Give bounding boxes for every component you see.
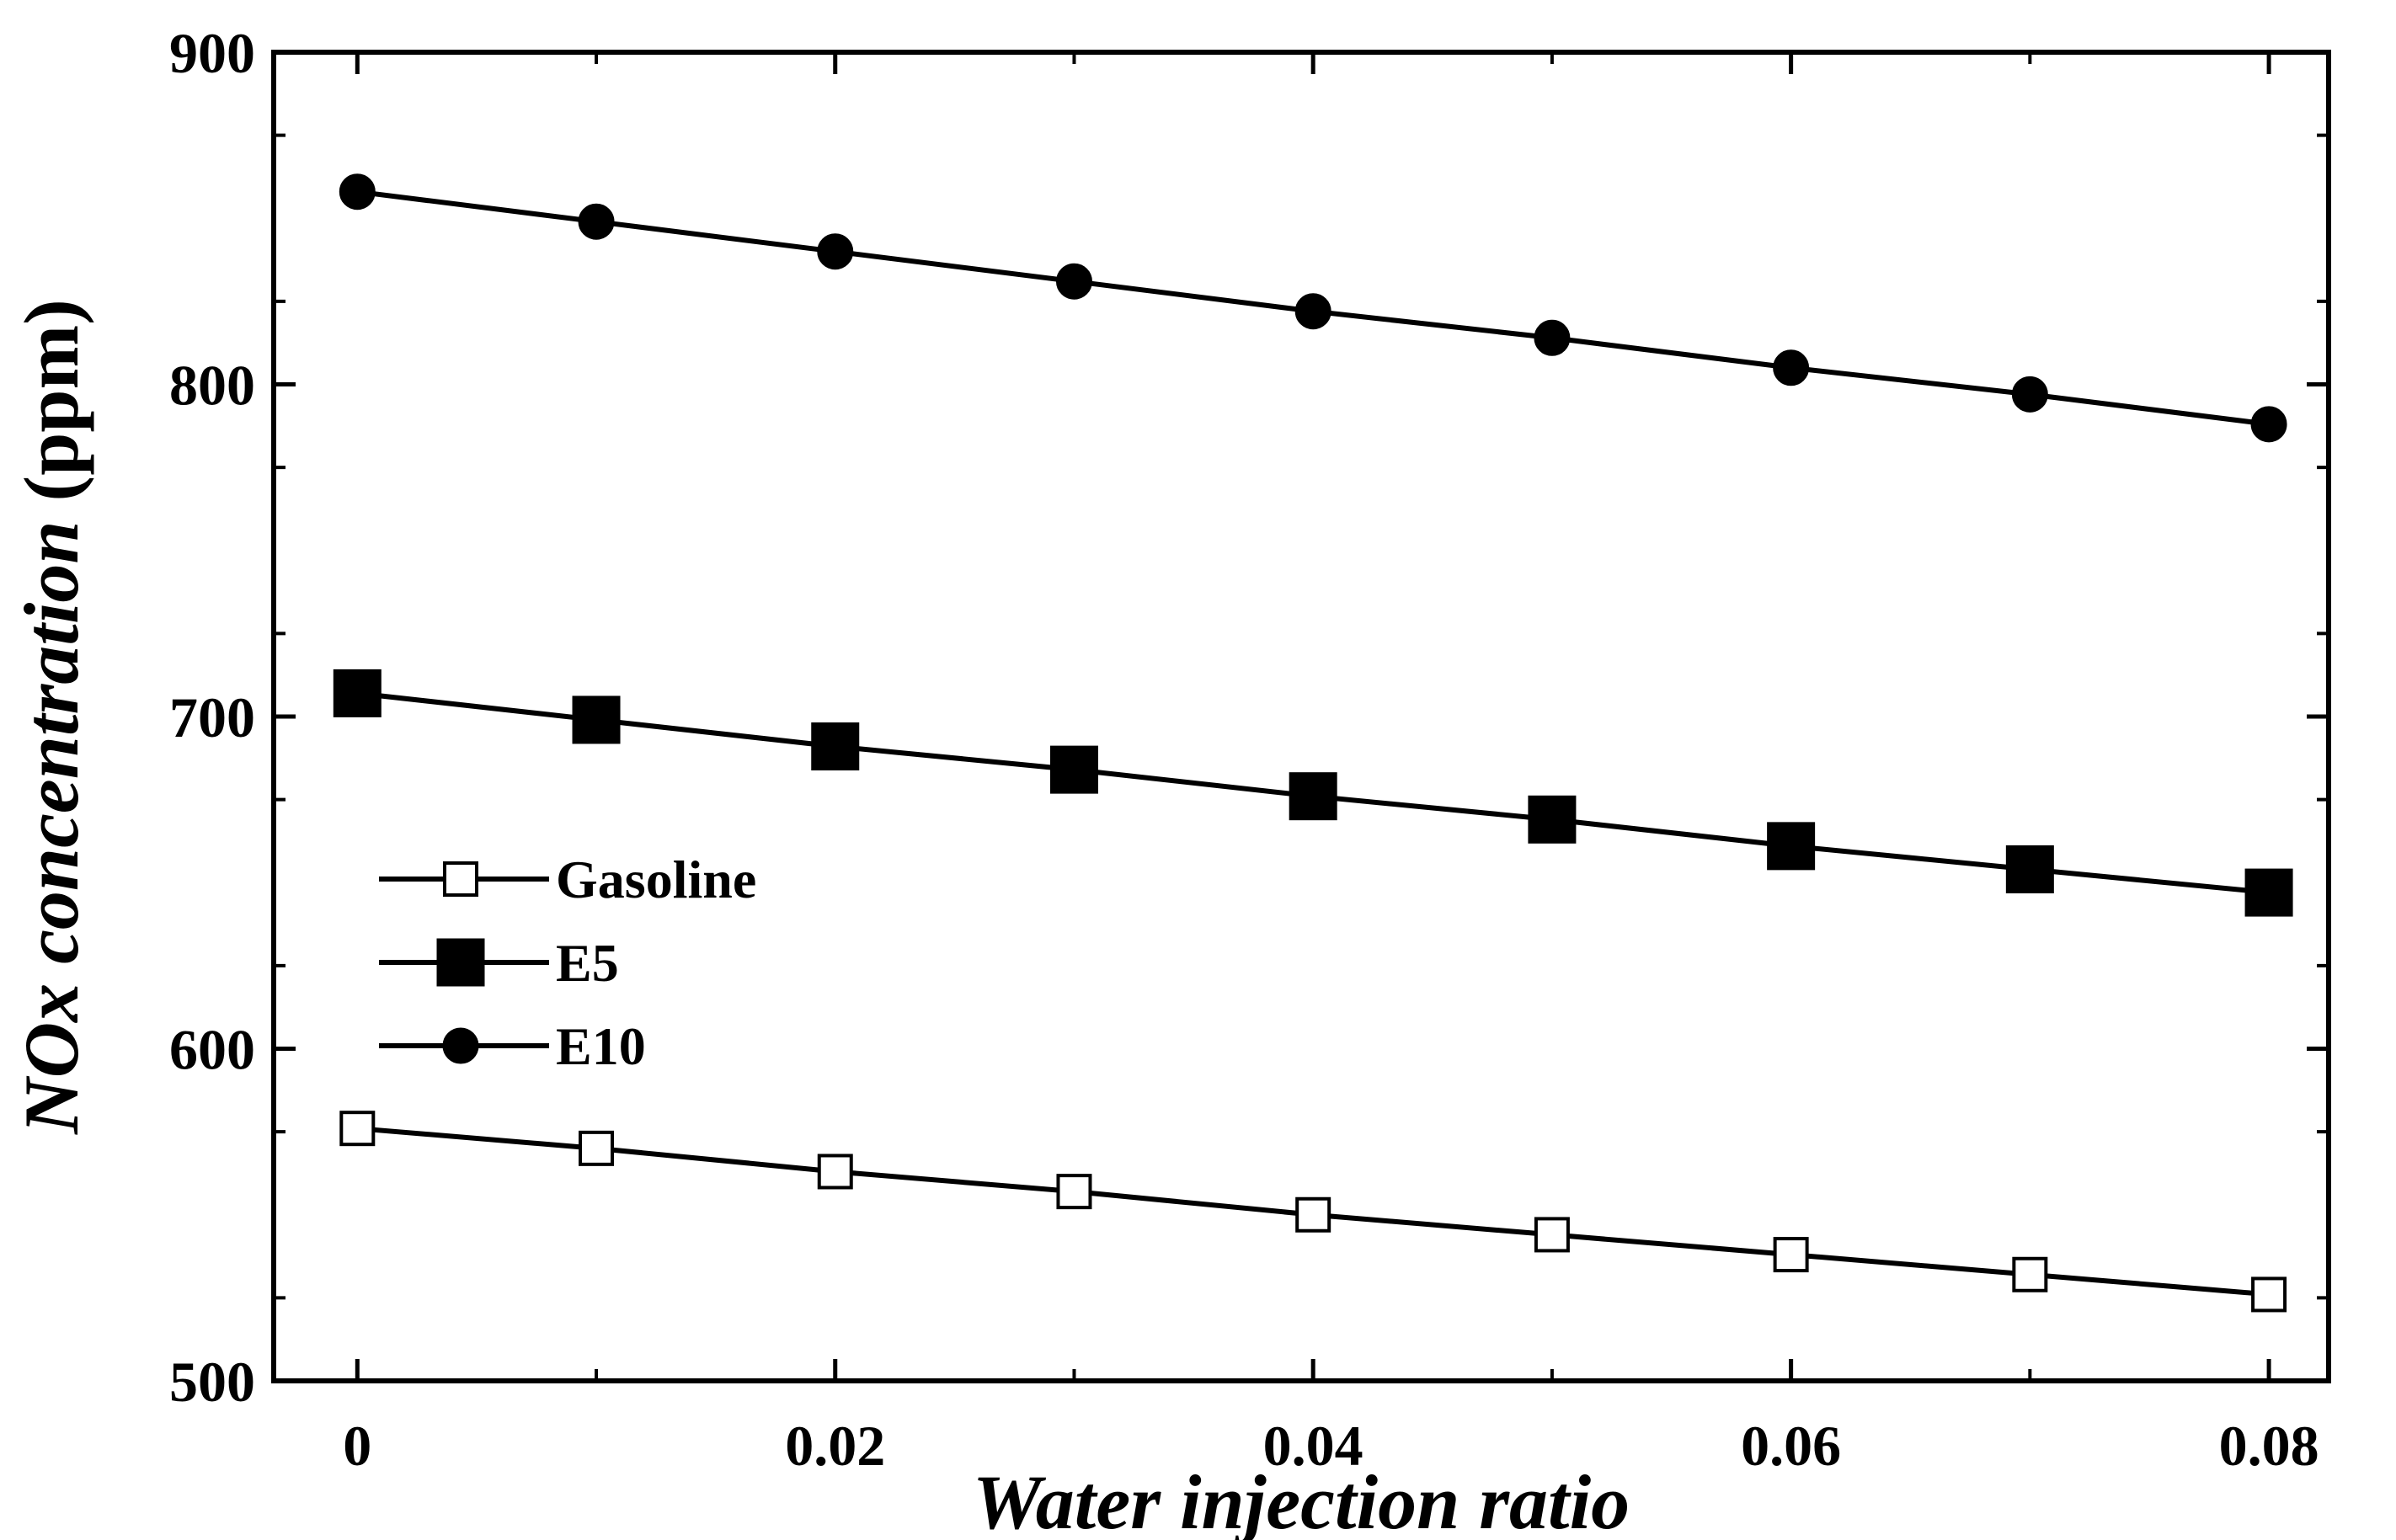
data-point-gasoline <box>1773 1237 1809 1273</box>
data-point-e5 <box>1767 822 1816 871</box>
data-point-e5 <box>333 669 382 717</box>
data-point-e5 <box>811 722 860 771</box>
series-group <box>333 173 2293 1313</box>
data-point-gasoline <box>2012 1256 2048 1292</box>
legend-label-e5: E5 <box>556 933 619 993</box>
axis-ticks: 500 600 700 800 900 0 0.02 0.04 0.06 0.08 <box>169 21 2329 1478</box>
y-tick-label: 800 <box>169 354 255 418</box>
data-point-e5 <box>2244 868 2293 917</box>
legend-marker-gasoline <box>443 861 478 897</box>
x-axis-title: Water injection ratio <box>973 1459 1630 1540</box>
y-axis-title-main: NOx concentration <box>8 520 94 1134</box>
data-point-gasoline <box>817 1154 853 1190</box>
x-tick-label: 0 <box>343 1414 371 1478</box>
y-tick-label: 700 <box>169 685 255 749</box>
data-point-e10 <box>1294 293 1331 330</box>
y-axis-title-unit: (ppm) <box>8 299 94 520</box>
data-point-e10 <box>2250 406 2287 443</box>
data-point-gasoline <box>579 1130 615 1166</box>
y-tick-label: 600 <box>169 1018 255 1082</box>
data-point-e10 <box>1773 349 1810 386</box>
data-point-e5 <box>572 695 621 744</box>
legend-label-e10: E10 <box>556 1016 646 1076</box>
y-axis-title: NOx concentration (ppm) <box>8 299 94 1135</box>
data-point-e10 <box>2011 376 2048 413</box>
x-tick-label: 0.06 <box>1741 1414 1841 1478</box>
data-point-e10 <box>339 173 376 210</box>
data-point-gasoline <box>1295 1196 1331 1233</box>
x-tick-label: 0.02 <box>785 1414 885 1478</box>
data-point-e5 <box>2005 845 2054 893</box>
data-point-gasoline <box>1056 1174 1092 1210</box>
data-point-gasoline <box>339 1111 376 1147</box>
x-tick-label: 0.04 <box>1263 1414 1363 1478</box>
data-point-gasoline <box>1534 1217 1570 1253</box>
data-point-e5 <box>1049 745 1098 794</box>
legend: Gasoline E5 E10 <box>379 850 756 1076</box>
legend-marker-e5 <box>436 938 485 987</box>
data-point-e10 <box>1055 263 1092 300</box>
data-point-gasoline <box>2251 1276 2287 1313</box>
data-point-e5 <box>1289 772 1337 821</box>
data-point-e10 <box>578 203 615 240</box>
legend-marker-e10 <box>442 1027 479 1064</box>
legend-label-gasoline: Gasoline <box>556 850 756 909</box>
data-point-e10 <box>1534 319 1571 356</box>
y-tick-label: 900 <box>169 21 255 85</box>
y-tick-label: 500 <box>169 1350 255 1414</box>
x-tick-label: 0.08 <box>2219 1414 2319 1478</box>
data-point-e10 <box>817 233 854 270</box>
data-point-e5 <box>1528 795 1577 844</box>
